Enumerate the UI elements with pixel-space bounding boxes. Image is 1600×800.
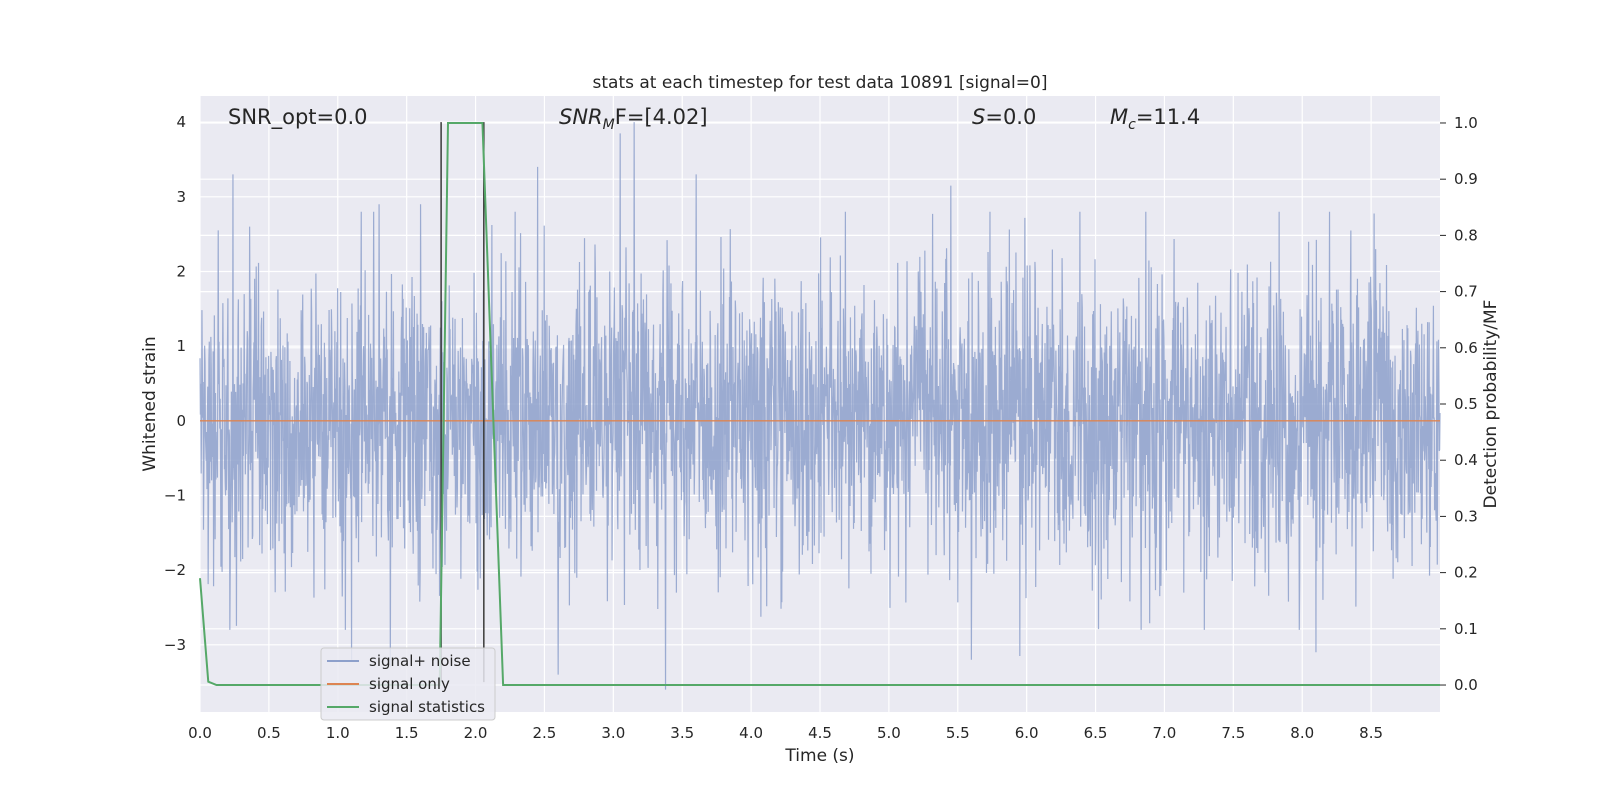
y-tick-label-5: 2 [176,262,186,280]
annotation-snr-mf-symbol: SNR [559,105,603,129]
x-axis-label: Time (s) [784,746,854,766]
x-tick-label-5: 2.5 [533,724,557,742]
y2-tick-label-8: 0.8 [1454,226,1478,244]
annotation-s-symbol: S [972,105,985,129]
legend-label-signal-statistics: signal statistics [369,698,485,716]
y-axis-ticks: −3 −2 −1 0 1 2 3 4 [164,113,186,654]
annotation-snr-mf-subscript: M [603,117,615,133]
annotation-snr-opt: SNR_opt=0.0 [228,105,368,130]
x-tick-label-2: 1.0 [326,724,350,742]
annotation-mc-symbol: M [1110,105,1128,129]
x-tick-label-3: 1.5 [395,724,419,742]
x-tick-label-0: 0.0 [188,724,212,742]
y-tick-label-6: 3 [176,188,186,206]
x-tick-label-4: 2.0 [464,724,488,742]
x-tick-label-13: 6.5 [1084,724,1108,742]
y-tick-label-2: −1 [164,486,186,504]
x-tick-label-6: 3.0 [601,724,625,742]
y2-tick-label-9: 0.9 [1454,170,1478,188]
x-tick-label-16: 8.0 [1290,724,1314,742]
x-tick-label-11: 5.5 [946,724,970,742]
legend-label-signal-only: signal only [369,675,450,693]
y-tick-label-0: −3 [164,636,186,654]
y2-tick-label-10: 1.0 [1454,114,1478,132]
x-tick-label-8: 4.0 [739,724,763,742]
x-tick-label-7: 3.5 [670,724,694,742]
x-tick-label-9: 4.5 [808,724,832,742]
y2-tick-label-0: 0.0 [1454,676,1478,694]
y2-tick-label-4: 0.4 [1454,451,1478,469]
y2-tick-label-6: 0.6 [1454,339,1478,357]
annotation-snr-mf-value: F=[4.02] [615,105,708,129]
legend-box [320,647,496,721]
y2-axis-ticks: 0.0 0.1 0.2 0.3 0.4 0.5 0.6 0.7 0.8 0.9 1.0 [1440,114,1478,694]
annotation-s: S=0.0 [972,105,1036,129]
x-tick-label-14: 7.0 [1153,724,1177,742]
plot-content [199,121,1441,690]
annotation-s-value: =0.0 [985,105,1036,129]
x-tick-label-10: 5.0 [877,724,901,742]
y2-tick-label-2: 0.2 [1454,564,1478,582]
y2-tick-label-3: 0.3 [1454,507,1478,525]
y2-tick-label-5: 0.5 [1454,395,1478,413]
y-tick-label-1: −2 [164,561,186,579]
y-tick-label-4: 1 [176,337,186,355]
chart-title: stats at each timestep for test data 108… [593,73,1048,93]
y2-tick-label-7: 0.7 [1454,283,1478,301]
y2-axis-label: Detection probability/MF [1481,300,1501,509]
legend-label-signal-noise: signal+ noise [369,652,471,670]
x-tick-label-1: 0.5 [257,724,281,742]
y-tick-label-3: 0 [176,412,186,430]
series-signal-statistics-line [199,121,1440,687]
annotation-mc-value: =11.4 [1136,105,1200,129]
y-tick-label-7: 4 [176,113,186,131]
x-tick-label-15: 7.5 [1221,724,1245,742]
annotation-mc: Mc=11.4 [1110,105,1200,133]
y2-tick-label-1: 0.1 [1454,620,1478,638]
annotation-mc-subscript: c [1128,117,1136,133]
legend: signal+ noise signal only signal statist… [320,647,496,721]
x-tick-label-17: 8.5 [1359,724,1383,742]
x-axis-ticks: 0.0 0.5 1.0 1.5 2.0 2.5 3.0 3.5 4.0 4.5 5.0 5.5 6.0 6… [188,724,1383,742]
series-signal-noise-line [199,122,1441,690]
x-tick-label-12: 6.0 [1015,724,1039,742]
y-axis-label: Whitened strain [140,336,160,471]
annotation-snr-mf: SNRMF=[4.02] [559,105,708,133]
